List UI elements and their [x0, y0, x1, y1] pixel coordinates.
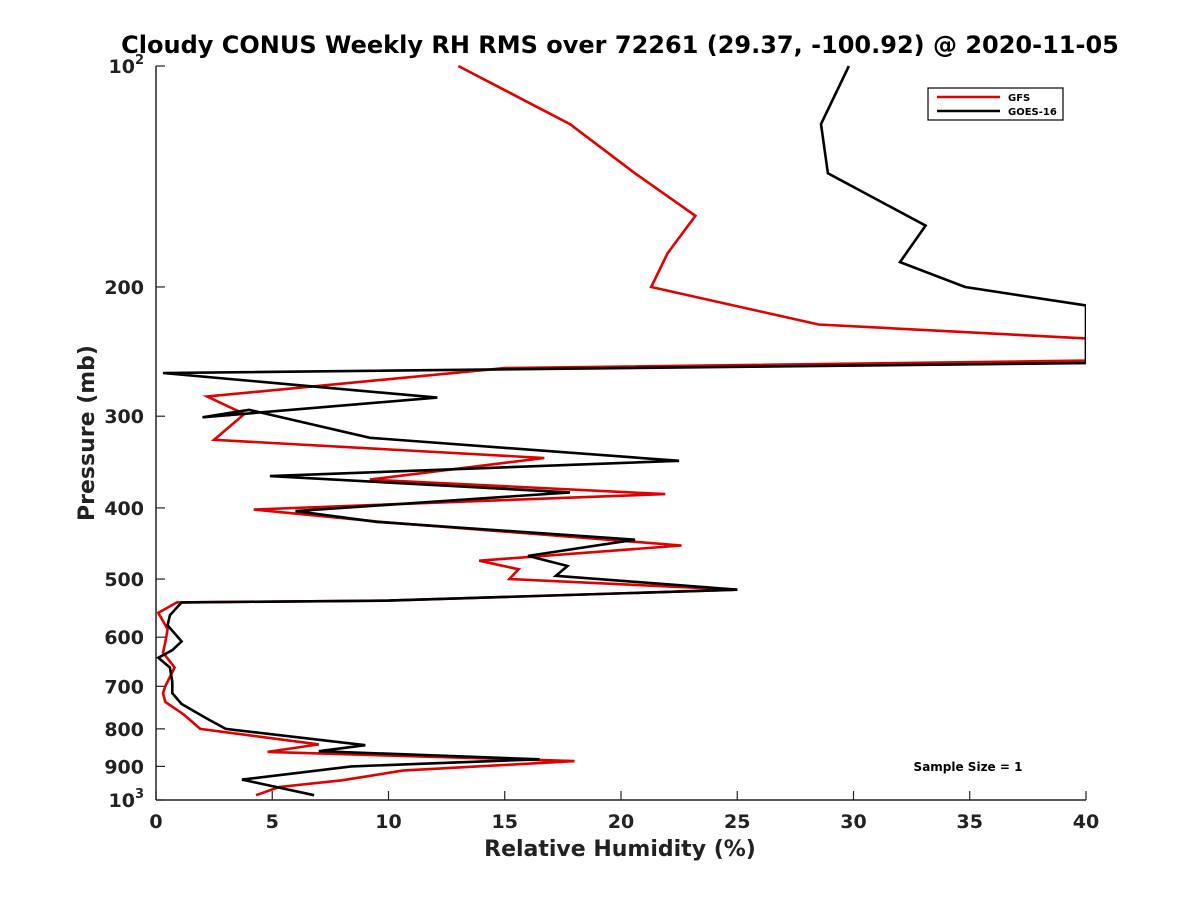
y-tick-label: 700	[104, 676, 144, 698]
x-tick-label: 40	[1073, 811, 1099, 833]
x-tick-label: 25	[724, 811, 750, 833]
y-axis-label: Pressure (mb)	[75, 345, 100, 521]
series-line-goes-16	[156, 65, 1086, 797]
sample-size-annotation: Sample Size = 1	[914, 760, 1023, 774]
legend-label-goes-16: GOES-16	[1008, 107, 1057, 118]
legend-box	[927, 87, 1064, 121]
x-tick-label: 35	[957, 811, 983, 833]
legend-label-gfs: GFS	[1008, 93, 1030, 104]
y-axis-ticks: 102 200 300 400 500 600 700 800 900 103	[104, 53, 165, 812]
x-tick-label: 0	[149, 811, 162, 833]
y-tick-label: 200	[104, 277, 144, 299]
y-tick-label: 300	[104, 406, 144, 428]
y-tick-label: 600	[104, 627, 144, 649]
x-tick-label: 15	[492, 811, 518, 833]
x-tick-label: 10	[375, 811, 401, 833]
chart-title: Cloudy CONUS Weekly RH RMS over 72261 (2…	[121, 31, 1119, 59]
x-axis-ticks: 0 5 10 15 20 25 30 35 40	[149, 791, 1099, 833]
y-tick-label: 103	[109, 787, 145, 812]
series-layer	[156, 64, 1086, 797]
y-tick-label: 900	[104, 756, 144, 778]
series-line-gfs	[156, 64, 1086, 797]
y-tick-label: 800	[104, 719, 144, 741]
y-tick-label: 102	[109, 53, 145, 78]
x-tick-label: 5	[266, 811, 279, 833]
x-tick-label: 30	[840, 811, 866, 833]
y-tick-label: 500	[104, 569, 144, 591]
x-axis-label: Relative Humidity (%)	[484, 837, 756, 862]
legend: GFS GOES-16	[927, 87, 1064, 121]
x-tick-label: 20	[608, 811, 634, 833]
y-tick-label: 400	[104, 498, 144, 520]
